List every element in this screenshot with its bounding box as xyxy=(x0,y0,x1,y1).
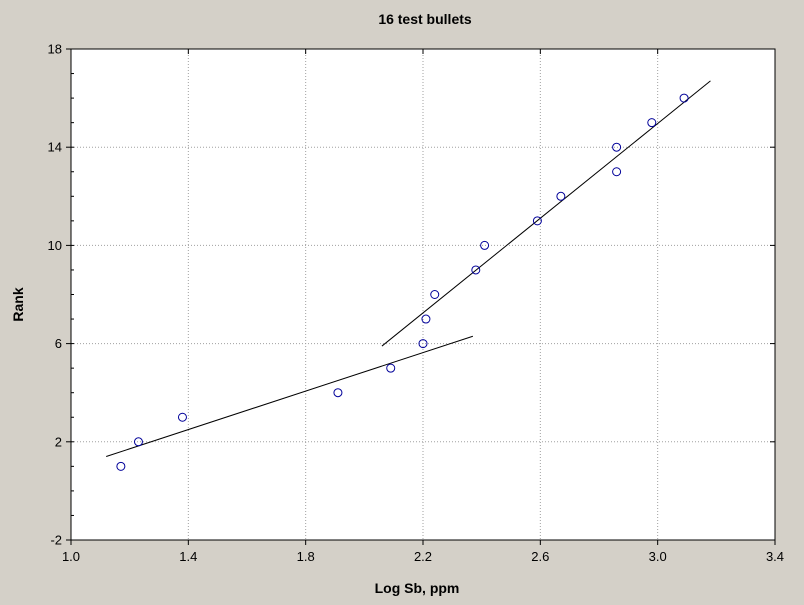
data-points xyxy=(116,93,689,471)
axes: 1.0 1.4 1.8 2.2 2.6 3.0 3.4 -2 2 6 10 14 18 xyxy=(48,42,785,565)
data-point xyxy=(418,339,428,349)
x-axis-title: Log Sb, ppm xyxy=(375,580,460,596)
y-tick-label: 6 xyxy=(55,336,62,351)
data-point xyxy=(333,388,343,398)
fit-lines xyxy=(106,80,711,458)
chart-title: 16 test bullets xyxy=(378,11,472,27)
x-tick-label: 2.6 xyxy=(531,549,549,564)
x-tick-label: 1.4 xyxy=(179,549,197,564)
y-tick-label: 14 xyxy=(48,140,62,155)
data-point xyxy=(430,290,440,299)
grid-lines xyxy=(71,49,775,540)
fit-line xyxy=(106,335,474,458)
data-point xyxy=(532,216,542,226)
data-point xyxy=(480,240,490,250)
data-point xyxy=(647,118,657,128)
fit-line xyxy=(381,80,711,347)
data-point xyxy=(177,412,187,422)
data-point xyxy=(612,167,622,177)
plot-border xyxy=(70,48,776,541)
data-point xyxy=(612,142,622,152)
y-tick-label: 10 xyxy=(48,238,62,253)
y-tick-label: -2 xyxy=(50,533,62,548)
x-tick-label: 3.0 xyxy=(649,549,667,564)
y-tick-label: 18 xyxy=(48,42,62,57)
data-point xyxy=(133,437,143,447)
data-point xyxy=(679,93,689,103)
data-point xyxy=(386,363,396,373)
x-tick-label: 1.0 xyxy=(62,549,80,564)
data-point xyxy=(421,314,431,324)
x-tick-label: 3.4 xyxy=(766,549,784,564)
y-tick-label: 2 xyxy=(55,434,62,449)
data-point xyxy=(116,461,126,471)
data-point xyxy=(556,191,566,201)
y-axis-title: Rank xyxy=(10,287,26,321)
x-tick-label: 1.8 xyxy=(297,549,315,564)
x-tick-label: 2.2 xyxy=(414,549,432,564)
data-point xyxy=(471,265,481,275)
